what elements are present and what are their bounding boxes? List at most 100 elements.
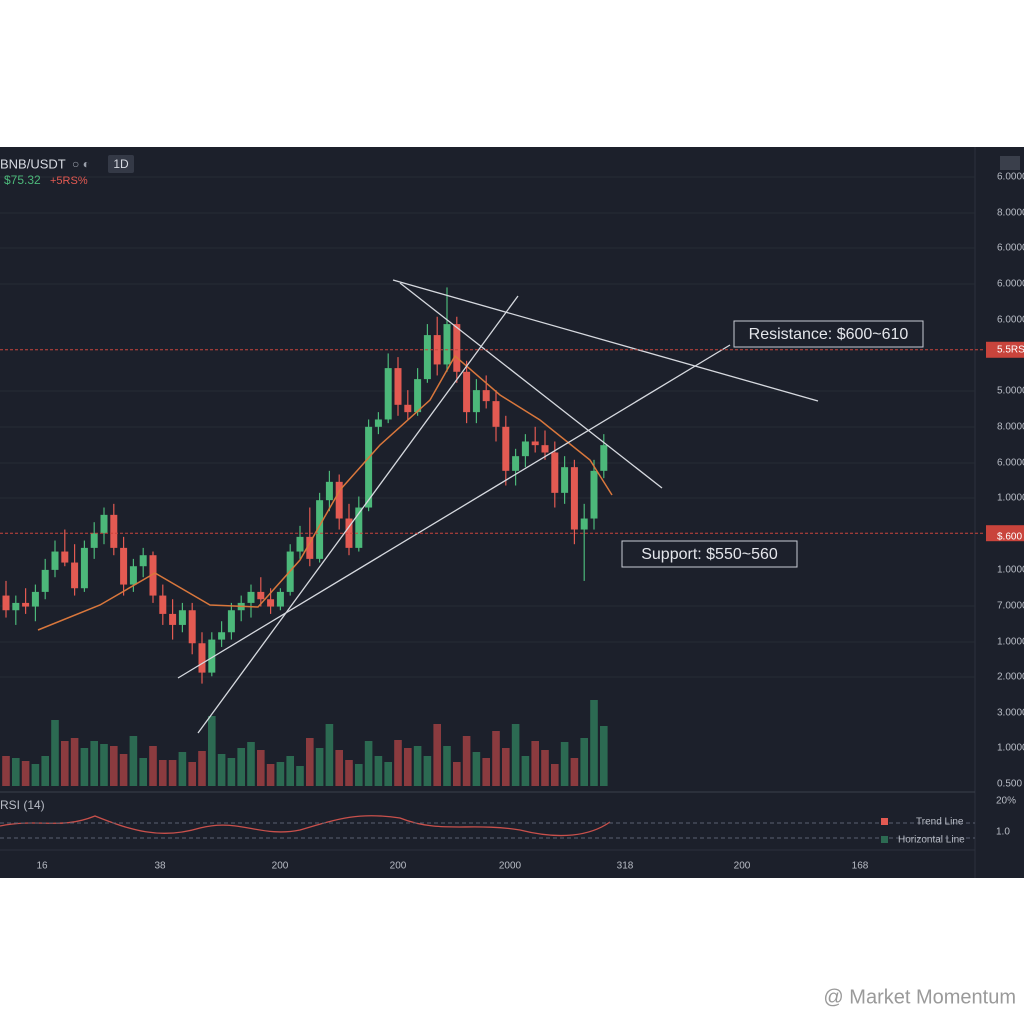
volume-bar — [119, 754, 128, 786]
candle-body — [41, 569, 49, 592]
candle-body — [404, 404, 412, 413]
candle-body — [257, 591, 265, 600]
volume-bar — [433, 724, 441, 786]
volume-bar — [198, 751, 206, 786]
volume-bar — [590, 700, 598, 786]
candle-body — [453, 324, 461, 372]
annotation-box — [621, 540, 798, 568]
time-label: 16 — [36, 861, 48, 872]
candle-body — [541, 445, 549, 453]
candle-body — [71, 562, 79, 589]
legend-entry[interactable]: Trend Line — [916, 817, 964, 828]
volume-bar — [129, 736, 138, 786]
time-label: 2000 — [499, 861, 522, 872]
volume-bar — [257, 750, 265, 786]
candle-body — [561, 467, 569, 493]
annotation: Support: $550~560 — [641, 546, 778, 563]
candle-body — [227, 610, 235, 633]
volume-bar — [2, 756, 10, 786]
rsi-title: RSI (14) — [0, 798, 45, 812]
candle-body — [22, 602, 30, 607]
change: +5RS% — [50, 175, 88, 187]
volume-bar — [325, 724, 334, 786]
candle-body — [90, 533, 98, 548]
volume-bar — [90, 741, 98, 786]
price-label: 0.500 — [997, 779, 1022, 790]
annotation-box — [733, 320, 924, 348]
candle-body — [512, 456, 520, 471]
candle-body — [414, 379, 422, 413]
volume-bar — [70, 738, 79, 786]
candle-body — [188, 610, 196, 644]
candle-body — [394, 368, 402, 405]
volume-bar — [247, 742, 255, 786]
candle-body — [502, 426, 510, 471]
volume-bar — [580, 738, 588, 786]
volume-bar — [296, 766, 304, 786]
time-label: 168 — [852, 861, 869, 872]
volume-bar — [315, 748, 324, 786]
candle-body — [51, 551, 59, 570]
candle-body — [218, 632, 226, 640]
candle-body — [384, 368, 392, 420]
volume-bar — [560, 742, 569, 786]
volume-bar — [462, 736, 471, 786]
candle-body — [120, 547, 128, 585]
volume-bar — [335, 750, 343, 786]
time-label: 200 — [272, 861, 289, 872]
settings-icon[interactable] — [1000, 156, 1020, 170]
time-label: 318 — [617, 861, 634, 872]
price: $75.32 — [4, 173, 41, 187]
symbol: BNB/USDT — [0, 156, 66, 171]
volume-bar — [502, 748, 510, 786]
candle-body — [325, 481, 333, 501]
candle-body — [551, 452, 559, 493]
candle-body — [31, 591, 39, 607]
candle-body — [482, 390, 490, 402]
price-label: 5.5RSD — [997, 345, 1024, 356]
candle-body — [149, 555, 157, 596]
candle-body — [296, 536, 304, 552]
volume-bar — [266, 764, 275, 786]
candle-body — [61, 551, 69, 563]
volume-bar — [306, 738, 314, 786]
volume-bar — [51, 720, 59, 786]
candle-body — [365, 426, 373, 508]
volume-bar — [178, 752, 187, 786]
volume-bar — [443, 746, 451, 786]
candle-body — [139, 555, 147, 567]
candle-body — [2, 595, 10, 611]
candle-body — [80, 547, 88, 589]
candle-body — [531, 441, 539, 446]
candle-body — [247, 591, 255, 603]
volume-bar — [364, 741, 373, 786]
candle-body — [306, 536, 314, 559]
candle-body — [355, 507, 363, 548]
candle-body — [590, 470, 598, 519]
volume-bar — [149, 746, 157, 786]
rsi-label: 20% — [996, 796, 1016, 807]
candle-body — [423, 335, 431, 380]
interval[interactable]: 1D — [113, 157, 129, 171]
candle-body — [374, 419, 382, 427]
volume-bar — [570, 758, 579, 786]
volume-bar — [237, 748, 245, 786]
volume-bar — [61, 741, 69, 786]
interval-button[interactable] — [108, 155, 134, 173]
candle-body — [580, 518, 588, 530]
time-label: 200 — [734, 861, 751, 872]
volume-bar — [600, 726, 608, 786]
legend-entry[interactable]: Horizontal Line — [898, 835, 965, 846]
volume-bar — [404, 748, 412, 786]
volume-bar — [521, 756, 530, 786]
